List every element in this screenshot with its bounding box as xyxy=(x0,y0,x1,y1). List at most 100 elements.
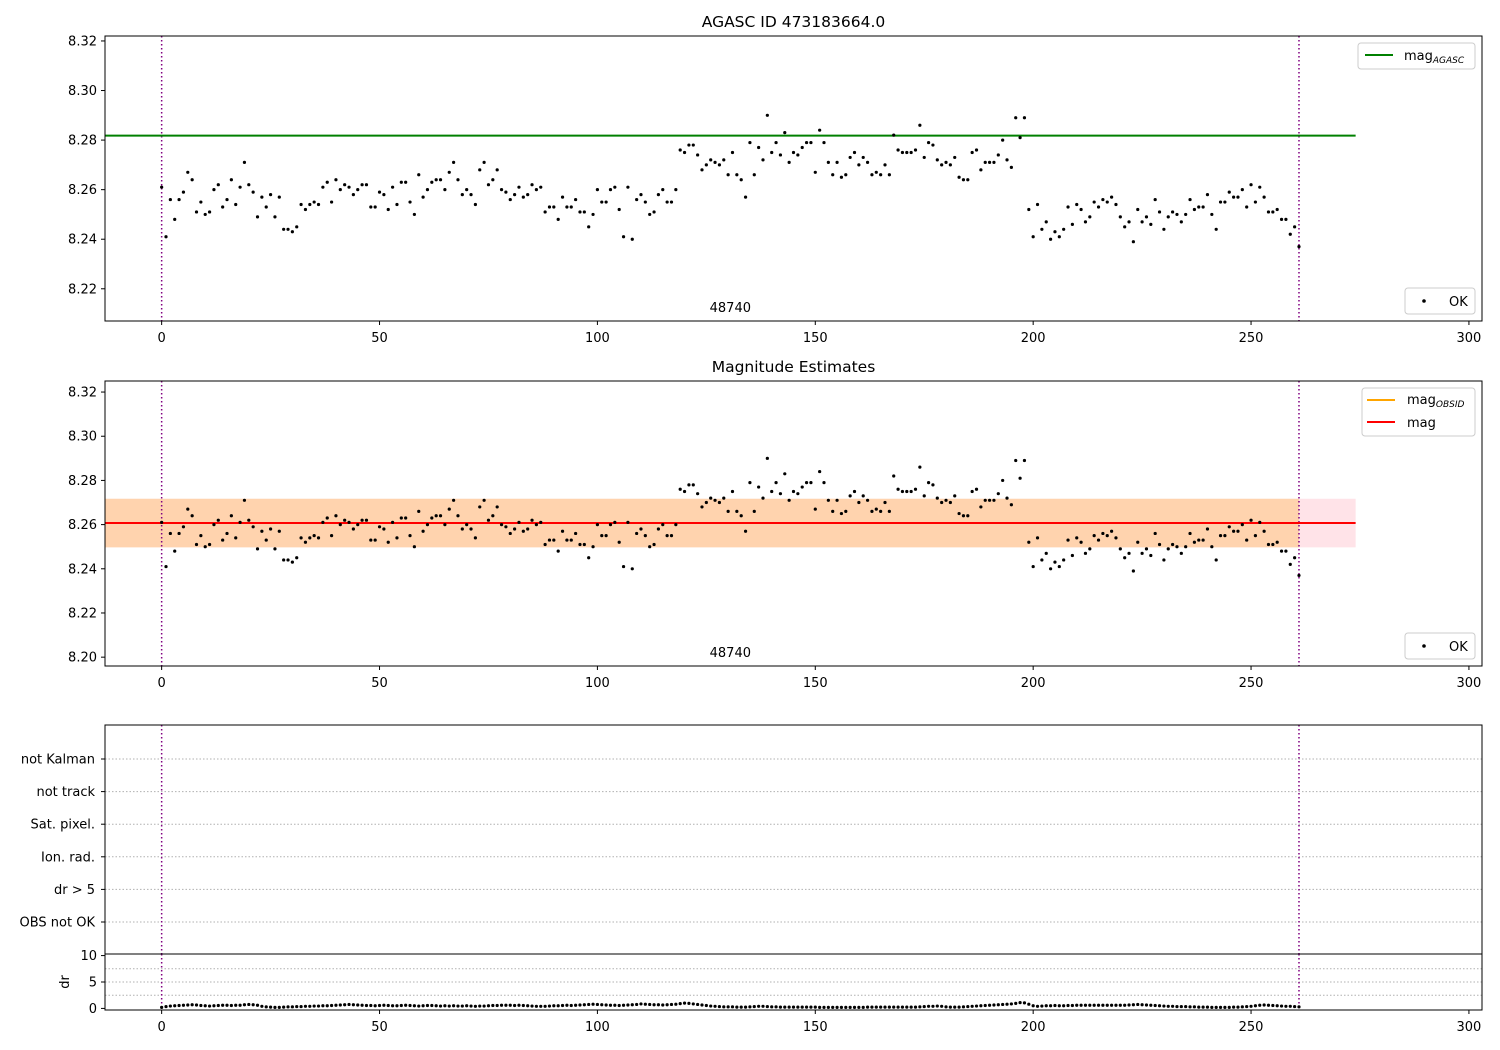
panel4-point xyxy=(1284,1004,1288,1008)
panel1-point xyxy=(412,212,416,217)
panel2-xtick-label: 200 xyxy=(1021,676,1046,691)
panel4-point xyxy=(325,1004,329,1008)
panel2-ytick-label: 8.26 xyxy=(68,518,97,533)
panel4-point xyxy=(1197,1005,1201,1009)
panel4-point xyxy=(665,1003,669,1007)
panel4-point xyxy=(168,1004,172,1008)
panel1-point xyxy=(1253,200,1258,204)
panel1-point xyxy=(700,168,704,172)
panel4-point xyxy=(1166,1004,1170,1008)
panel4-point xyxy=(1288,1004,1292,1008)
panel4-point xyxy=(1123,1003,1127,1007)
panel2-point xyxy=(1079,540,1083,544)
legend-label-mag: mag xyxy=(1407,416,1436,431)
panel2-ytick-label: 8.20 xyxy=(68,651,97,666)
panel1-point xyxy=(704,163,708,167)
panel4-point xyxy=(255,1003,260,1007)
panel2-point xyxy=(787,498,791,502)
panel2-point xyxy=(844,509,848,513)
panel2-point xyxy=(1275,540,1279,544)
panel2-point xyxy=(434,514,438,518)
panel2-point xyxy=(961,514,966,518)
panel1-point xyxy=(1223,200,1227,204)
panel1-point xyxy=(635,197,639,202)
panel2-point xyxy=(591,545,595,549)
panel2-point xyxy=(879,509,883,513)
panel1-point xyxy=(329,200,334,204)
panel1-point xyxy=(460,193,464,197)
legend-label-mag-agasc: magAGASC xyxy=(1404,49,1465,66)
panel4-point xyxy=(839,1005,844,1009)
panel2-point xyxy=(229,514,233,518)
panel2-point xyxy=(757,485,761,489)
panel2-point xyxy=(639,527,643,531)
panel2-point xyxy=(1197,538,1201,542)
panel4-point xyxy=(1293,1004,1297,1009)
panel2-point xyxy=(1118,547,1122,551)
panel2-point xyxy=(918,465,922,469)
panel1-point xyxy=(966,178,970,182)
panel1-point xyxy=(761,158,765,162)
panel4-point xyxy=(1005,1002,1009,1006)
panel4-point xyxy=(1001,1002,1005,1007)
panel2-frame xyxy=(104,380,1483,667)
panel2-xtick-label: 50 xyxy=(371,676,388,691)
panel4-point xyxy=(264,1005,268,1009)
panel1-point xyxy=(1266,210,1271,214)
panel4-ytick-label: 10 xyxy=(80,949,97,964)
panel1-point xyxy=(844,173,848,177)
panel4-point xyxy=(709,1004,713,1008)
legend-label-mag-obsid: magOBSID xyxy=(1407,393,1465,410)
panel2-point xyxy=(430,516,434,520)
panel1-point xyxy=(247,183,251,187)
panel1-point xyxy=(382,193,386,197)
panel2-point xyxy=(1014,458,1018,463)
panel4-point xyxy=(539,1004,543,1008)
panel4-point xyxy=(783,1005,787,1009)
panel1-point xyxy=(582,210,586,214)
panel2-point xyxy=(1149,553,1153,558)
panel2-point xyxy=(404,516,408,520)
panel1-xtick-label: 250 xyxy=(1239,331,1264,346)
panel4-point xyxy=(822,1005,826,1009)
panel2-point xyxy=(486,518,491,522)
panel1-point xyxy=(600,200,604,204)
panel1-point xyxy=(879,173,883,177)
panel1-point xyxy=(752,173,756,177)
panel1-point xyxy=(1040,227,1044,231)
panel4-point xyxy=(635,1002,639,1007)
panel4-point xyxy=(617,1003,621,1008)
panel2-point xyxy=(329,534,334,538)
panel2-point xyxy=(526,527,530,531)
panel2-point xyxy=(887,509,891,513)
panel1-point xyxy=(739,178,743,182)
panel4-point xyxy=(800,1005,804,1009)
panel1-point xyxy=(617,207,621,212)
panel1-point xyxy=(1201,205,1205,209)
panel2-legend-lower: OK xyxy=(1404,632,1476,660)
panel2-point xyxy=(826,498,830,502)
panel1-legend-upper: magAGASC xyxy=(1357,42,1476,70)
panel2-point xyxy=(1214,558,1218,562)
panel4-point xyxy=(247,1002,251,1007)
panel1-point xyxy=(499,188,504,192)
panel1-point xyxy=(726,173,730,177)
panel4-point xyxy=(574,1003,578,1007)
panel1-point xyxy=(395,202,399,207)
panel2-point xyxy=(408,534,412,538)
panel1-point xyxy=(286,227,290,231)
panel2-point xyxy=(1293,556,1297,560)
panel1-point xyxy=(957,175,961,179)
panel2-point xyxy=(630,567,634,571)
panel4-point xyxy=(1253,1004,1258,1008)
panel4-point xyxy=(386,1003,390,1008)
panel4-point xyxy=(1236,1005,1240,1009)
panel1-point xyxy=(491,178,495,182)
panel4-point xyxy=(953,1005,957,1009)
panel1-point xyxy=(1088,215,1092,219)
panel4-point xyxy=(373,1004,377,1008)
panel1-point xyxy=(1057,235,1061,239)
panel4-point xyxy=(221,1003,225,1007)
panel2-point xyxy=(530,518,534,522)
panel4-point xyxy=(987,1003,992,1007)
